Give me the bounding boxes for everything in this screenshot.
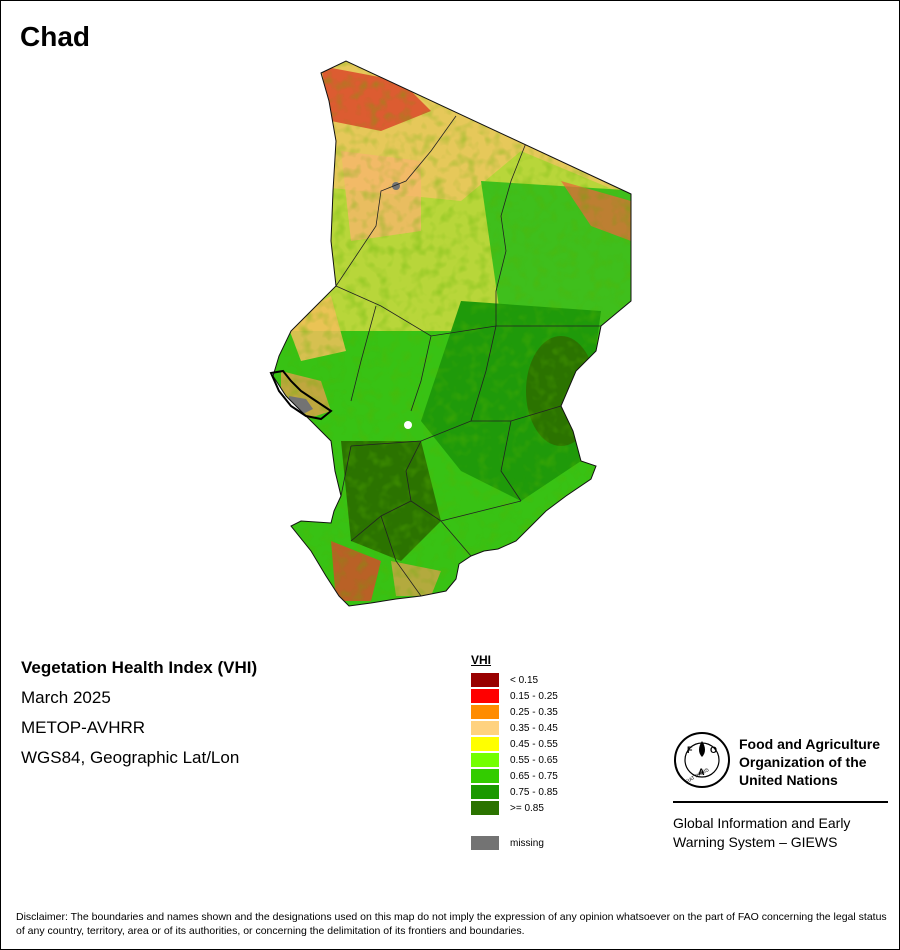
legend-swatch xyxy=(471,721,499,735)
legend-item: >= 0.85 xyxy=(471,801,544,815)
legend-label: 0.15 - 0.25 xyxy=(510,690,558,702)
legend-label: 0.75 - 0.85 xyxy=(510,786,558,798)
legend-item-missing: missing xyxy=(471,836,544,850)
fao-logo-letter-a: A xyxy=(698,767,705,777)
projection-label: WGS84, Geographic Lat/Lon xyxy=(21,748,240,767)
legend-swatch xyxy=(471,753,499,767)
missing-patch-central xyxy=(404,421,412,429)
country-border xyxy=(272,60,632,607)
legend-item: 0.75 - 0.85 xyxy=(471,785,558,799)
legend-swatch xyxy=(471,689,499,703)
vhi-map xyxy=(269,60,632,607)
fao-name-line-2: Organization of the xyxy=(739,754,867,770)
legend-label: >= 0.85 xyxy=(510,802,544,814)
legend-item: 0.25 - 0.35 xyxy=(471,705,558,719)
legend-swatch-missing xyxy=(471,836,499,850)
fao-branding: F A O FIAT PANIS Food and Agriculture Or… xyxy=(673,731,889,861)
legend-item: 0.55 - 0.65 xyxy=(471,753,558,767)
sensor-label: METOP-AVHRR xyxy=(21,718,146,737)
legend-item: 0.35 - 0.45 xyxy=(471,721,558,735)
index-name: Vegetation Health Index (VHI) xyxy=(21,658,258,677)
legend-swatch xyxy=(471,737,499,751)
fao-name-line-1: Food and Agriculture xyxy=(739,736,881,752)
vhi-raster xyxy=(273,61,631,606)
legend-title: VHI xyxy=(471,653,492,667)
map-title: Chad xyxy=(20,21,90,52)
legend-swatch xyxy=(471,785,499,799)
giews-label: Global Information and Early Warning Sys… xyxy=(673,814,889,852)
period-label: March 2025 xyxy=(21,688,111,707)
legend-swatch xyxy=(471,673,499,687)
legend-label-missing: missing xyxy=(510,837,544,849)
legend-label: 0.25 - 0.35 xyxy=(510,706,558,718)
giews-line-1: Global Information and Early xyxy=(673,815,851,831)
fao-logo-letter-f: F xyxy=(687,745,693,755)
legend-label: < 0.15 xyxy=(510,674,539,686)
lake-shoreline xyxy=(269,369,333,421)
legend-label: 0.55 - 0.65 xyxy=(510,754,558,766)
giews-line-2: Warning System – GIEWS xyxy=(673,834,838,850)
fao-name: Food and Agriculture Organization of the… xyxy=(739,735,889,789)
fao-logo-letter-o: O xyxy=(710,745,717,755)
region-boundaries xyxy=(335,115,601,597)
divider xyxy=(673,801,888,803)
legend-label: 0.65 - 0.75 xyxy=(510,770,558,782)
fao-logo-icon: F A O FIAT PANIS xyxy=(674,732,730,788)
legend-item: 0.65 - 0.75 xyxy=(471,769,558,783)
legend-label: 0.45 - 0.55 xyxy=(510,738,558,750)
legend-swatch xyxy=(471,801,499,815)
legend-swatch xyxy=(471,769,499,783)
disclaimer: Disclaimer: The boundaries and names sho… xyxy=(16,911,887,937)
fao-name-line-3: United Nations xyxy=(739,772,838,788)
legend-item: < 0.15 xyxy=(471,673,538,687)
legend-item: 0.15 - 0.25 xyxy=(471,689,558,703)
legend-label: 0.35 - 0.45 xyxy=(510,722,558,734)
legend: VHI < 0.15 0.15 - 0.25 0.25 - 0.35 0.35 - 0… xyxy=(471,651,601,850)
legend-swatch xyxy=(471,705,499,719)
legend-item: 0.45 - 0.55 xyxy=(471,737,558,751)
